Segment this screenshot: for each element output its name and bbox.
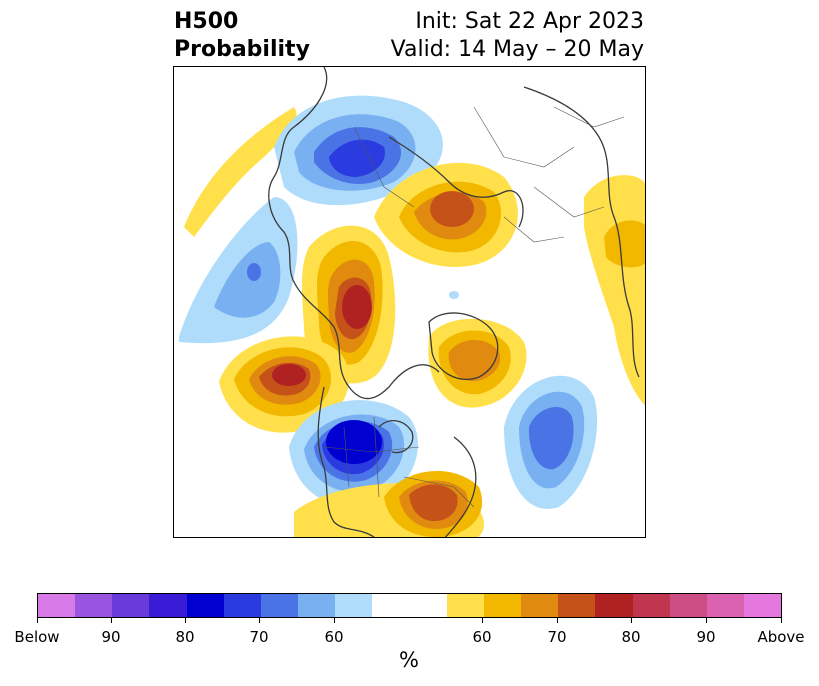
colorbar-segment <box>483 594 522 617</box>
border-6 <box>373 416 380 498</box>
colorbar-segment <box>38 594 76 617</box>
coastline-hudson <box>378 420 414 454</box>
coastline-asia-east <box>523 86 640 378</box>
border-5 <box>343 426 350 488</box>
colorbar-segment <box>595 594 633 617</box>
colorbar-tick-mark <box>631 618 632 623</box>
coastlines <box>268 67 640 537</box>
region-blue-east-3 <box>528 406 574 470</box>
colorbar-segment <box>112 594 150 617</box>
border-7 <box>403 476 475 508</box>
region-red-central-core <box>342 285 372 329</box>
colorbar-segment <box>521 594 559 617</box>
colorbar-segment <box>446 594 484 617</box>
region-blue-west-core <box>214 242 281 318</box>
border-2 <box>473 106 575 168</box>
probability-map <box>173 66 646 538</box>
title-init-date: Init: Sat 22 Apr 2023 <box>415 9 644 34</box>
region-blue-southcentral-core <box>326 420 382 464</box>
colorbar-segment <box>743 594 782 617</box>
colorbar-unit-label: % <box>399 648 419 672</box>
colorbar-segment <box>75 594 113 617</box>
region-blue-west-center <box>247 263 261 281</box>
border-9 <box>503 216 565 243</box>
colorbar-tick-label: 70 <box>249 628 269 646</box>
colorbar-tick-mark <box>111 618 112 623</box>
borders <box>323 106 625 508</box>
coastline-greenland <box>428 312 499 381</box>
colorbar-tick-label: Below <box>14 628 60 646</box>
colorbar-segment <box>632 594 670 617</box>
colorbar-segment <box>223 594 261 617</box>
border-1 <box>353 126 415 208</box>
border-8 <box>553 106 625 128</box>
coastline-eastern-us <box>444 436 477 537</box>
colorbar-segment <box>558 594 596 617</box>
region-blue-north-core <box>329 139 385 177</box>
colorbar-tick-mark <box>557 618 558 623</box>
colorbar-segment <box>335 594 373 617</box>
map-svg <box>179 67 645 537</box>
region-orange-east <box>604 220 645 268</box>
title-valid-range: Valid: 14 May – 20 May <box>390 37 644 62</box>
colorbar-tick-mark <box>706 618 707 623</box>
chart-title-left: H500 Probability <box>174 8 310 64</box>
colorbar-tick-label: Above <box>757 628 805 646</box>
border-3 <box>533 186 605 218</box>
colorbar-tick-mark <box>185 618 186 623</box>
region-yellow-arc-northwest <box>184 107 297 237</box>
colorbar-segment <box>298 594 336 617</box>
colorbar-tick-mark <box>334 618 335 623</box>
colorbar-tick-mark <box>781 618 782 623</box>
region-orange-north-central-core <box>430 191 474 227</box>
colorbar-tick-label: 60 <box>324 628 344 646</box>
border-4 <box>323 446 420 453</box>
colorbar-segment <box>669 594 707 617</box>
coastline-europe <box>388 136 524 228</box>
coastline-eurasia <box>268 67 440 400</box>
colorbar-segment <box>149 594 187 617</box>
colorbar-tick-mark <box>37 618 38 623</box>
colorbar-tick-label: 60 <box>472 628 492 646</box>
region-blue-small-dot <box>449 291 459 299</box>
colorbar-segment <box>409 594 447 617</box>
colorbar-tick-label: 80 <box>621 628 641 646</box>
colorbar-tick-mark <box>259 618 260 623</box>
colorbar-tick-label: 70 <box>547 628 567 646</box>
region-orange-southeast-4 <box>409 484 458 522</box>
colorbar-tick-label: 90 <box>101 628 121 646</box>
colorbar-segment <box>372 594 410 617</box>
colorbar-tick-mark <box>482 618 483 623</box>
title-variable: H500 <box>174 9 239 34</box>
title-product: Probability <box>174 37 310 62</box>
region-red-west-core <box>272 364 306 386</box>
colorbar-tick-label: 90 <box>696 628 716 646</box>
colorbar-segment <box>706 594 744 617</box>
colorbar-tick-label: 80 <box>175 628 195 646</box>
colorbar-segment <box>186 594 224 617</box>
colorbar-segment <box>260 594 299 617</box>
coastline-north-america <box>317 386 375 537</box>
colorbar <box>37 593 782 618</box>
chart-title-right: Init: Sat 22 Apr 2023 Valid: 14 May – 20… <box>391 8 644 64</box>
